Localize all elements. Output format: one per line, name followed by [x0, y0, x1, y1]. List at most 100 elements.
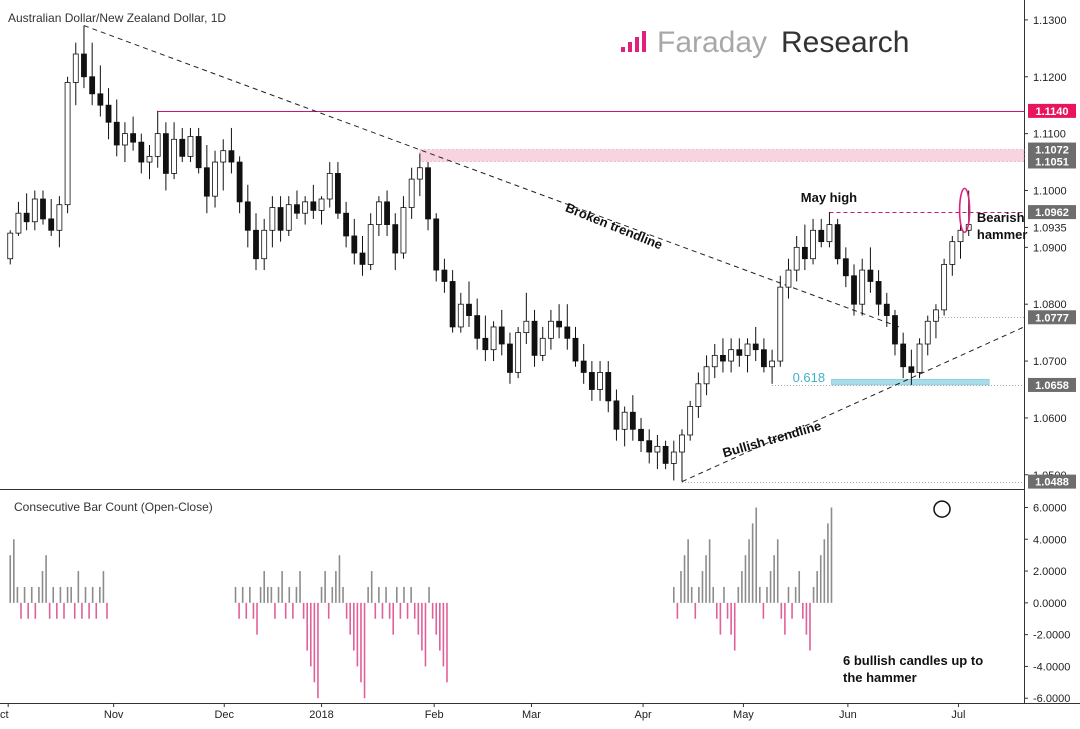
- price-tag-box: [1028, 474, 1076, 489]
- candle-body: [48, 218, 55, 231]
- candle-body: [605, 372, 612, 402]
- annotation-text: Bearish: [977, 210, 1025, 225]
- price-tag-box: [1028, 154, 1076, 169]
- candle-body: [113, 121, 120, 146]
- candle-body: [613, 400, 620, 430]
- x-tick-label: Apr: [635, 709, 652, 721]
- count-highlight-circle: [933, 500, 951, 518]
- candle-body: [351, 235, 358, 254]
- candle-body: [515, 332, 522, 373]
- sub-y-tick-label: 4.0000: [1033, 534, 1067, 546]
- candle-body: [588, 372, 595, 390]
- y-tick-label: 1.0700: [1033, 356, 1067, 368]
- candle-body: [359, 252, 366, 265]
- candle-body: [244, 201, 251, 231]
- subchart-annotation: 6 bullish candles up to: [843, 653, 983, 668]
- chart-title: Australian Dollar/New Zealand Dollar, 1D: [8, 11, 226, 25]
- candle-body: [842, 258, 849, 277]
- candle-body: [679, 434, 685, 453]
- candle-body: [269, 207, 276, 231]
- brand-suffix: Research: [781, 26, 909, 59]
- y-tick-label: 1.1200: [1033, 72, 1067, 84]
- candle-body: [277, 207, 284, 231]
- candle-body: [15, 212, 22, 234]
- candle-body: [122, 133, 128, 146]
- candle-body: [703, 366, 710, 385]
- candle-body: [523, 320, 530, 334]
- candle-body: [294, 204, 300, 214]
- y-tick-label: 1.0935: [1033, 222, 1067, 234]
- x-tick-label: ct: [0, 709, 9, 721]
- candle-body: [400, 207, 407, 254]
- candle-body: [687, 406, 694, 436]
- price-tag-label: 1.1051: [1035, 156, 1069, 168]
- candle-body: [97, 93, 104, 106]
- candle-body: [171, 138, 177, 174]
- y-tick-label: 1.1100: [1033, 129, 1066, 141]
- candle-body: [744, 343, 751, 356]
- candle-body: [195, 136, 202, 169]
- candle-body: [310, 201, 317, 211]
- candle-body: [220, 150, 227, 163]
- price-tag-box: [1028, 103, 1076, 118]
- candle-body: [728, 349, 735, 362]
- candle-body: [597, 372, 603, 390]
- candle-body: [203, 167, 210, 197]
- brand-logo-bar: [642, 31, 646, 52]
- highlight-ellipse: [958, 187, 971, 234]
- sub-y-tick-label: 0.0000: [1033, 598, 1067, 610]
- brand-logo-bar: [621, 47, 625, 52]
- x-tick-label: Dec: [214, 709, 234, 721]
- candle-body: [392, 224, 399, 254]
- candle-body: [933, 309, 939, 322]
- candle-body: [490, 326, 497, 351]
- candle-body: [56, 204, 63, 231]
- candle-body: [662, 445, 669, 464]
- candle-body: [474, 315, 481, 339]
- candle-body: [670, 451, 677, 464]
- candle-body: [130, 133, 137, 143]
- candle-body: [416, 167, 423, 180]
- candle-body: [875, 281, 882, 305]
- candle-body: [638, 428, 644, 442]
- candle-body: [867, 269, 874, 282]
- candle-body: [924, 320, 931, 345]
- x-tick-label: Mar: [522, 709, 541, 721]
- candle-body: [752, 343, 759, 351]
- candle-body: [548, 320, 554, 339]
- candle-body: [777, 286, 784, 362]
- x-tick-label: Jul: [951, 709, 965, 721]
- y-tick-label: 1.1000: [1033, 185, 1067, 197]
- candle-body: [949, 241, 956, 265]
- candle-body: [883, 303, 890, 316]
- candle-body: [408, 178, 415, 208]
- candle-body: [785, 269, 792, 288]
- candle-body: [89, 76, 96, 95]
- price-tag-label: 1.0658: [1035, 380, 1069, 392]
- candle-body: [556, 320, 563, 328]
- price-tag-box: [1028, 310, 1076, 325]
- candle-body: [801, 246, 808, 260]
- candle-body: [335, 173, 341, 214]
- candle-body: [162, 133, 169, 174]
- candle-body: [580, 360, 587, 373]
- y-tick-label: 1.0900: [1033, 242, 1067, 254]
- y-tick-label: 1.0800: [1033, 299, 1067, 311]
- candle-body: [31, 198, 38, 223]
- brand-logo-bar: [635, 37, 639, 52]
- candle-body: [253, 229, 259, 260]
- candle-body: [146, 155, 153, 163]
- candle-body: [441, 269, 448, 282]
- price-tag-label: 1.1072: [1035, 145, 1069, 157]
- sub-y-tick-label: -2.0000: [1033, 630, 1070, 642]
- candle-body: [179, 138, 186, 157]
- candle-body: [629, 411, 636, 430]
- candle-body: [343, 212, 350, 237]
- candle-body: [646, 440, 653, 453]
- candle-body: [457, 303, 464, 328]
- candle-body: [892, 315, 898, 345]
- x-tick-label: 2018: [309, 709, 333, 721]
- candle-body: [916, 343, 923, 373]
